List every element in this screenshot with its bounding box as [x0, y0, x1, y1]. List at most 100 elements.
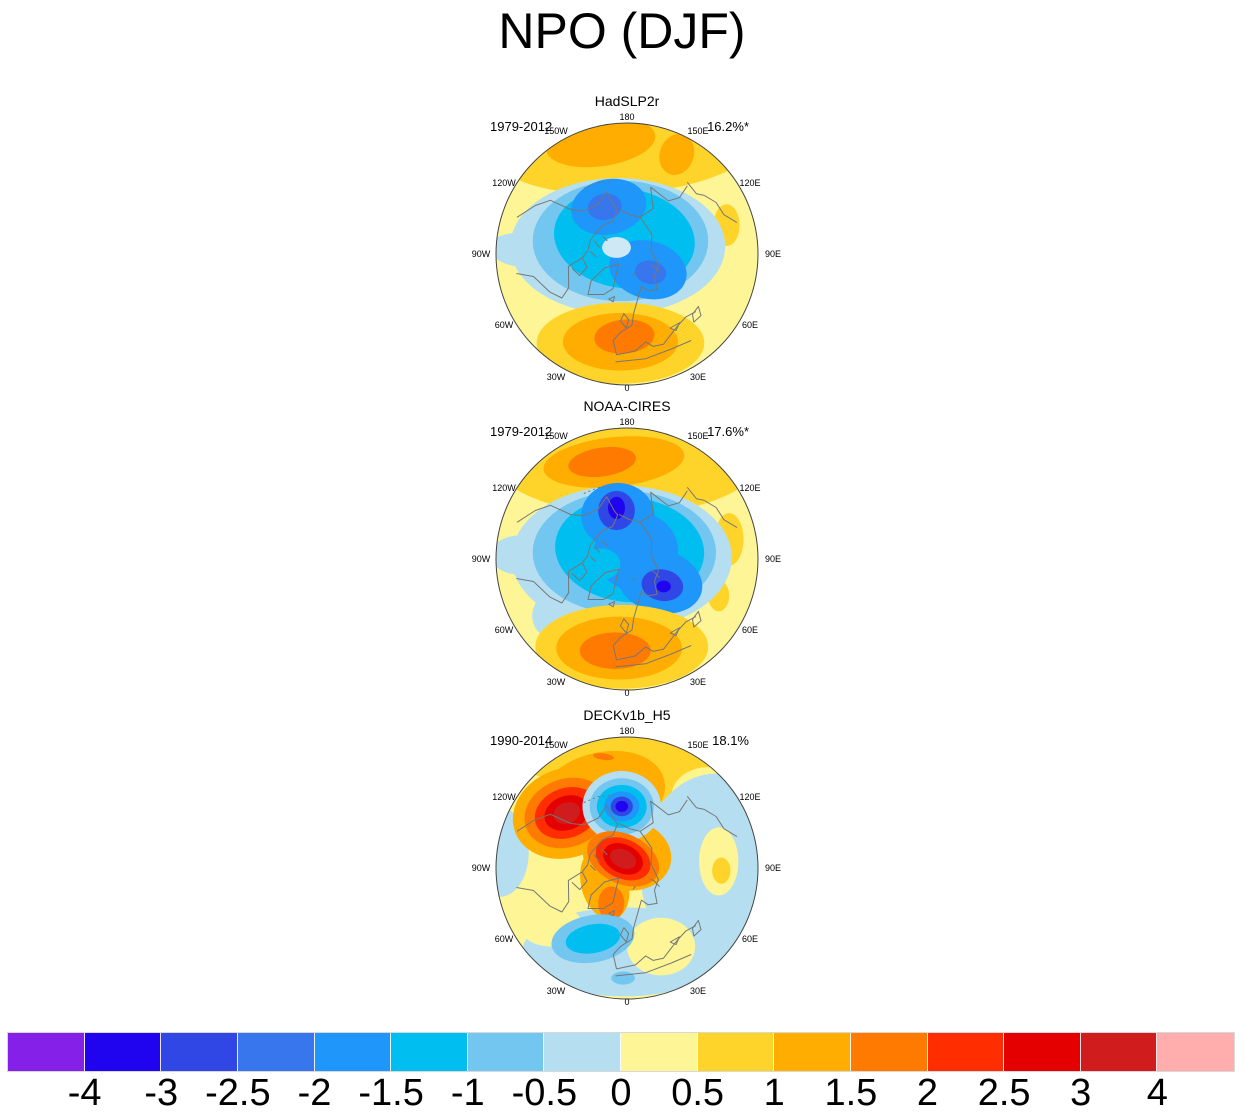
longitude-label: 150W — [544, 431, 568, 441]
colorbar-tick-label: 2 — [916, 1072, 939, 1114]
contour-blob — [579, 632, 651, 670]
longitude-label: 60E — [742, 934, 758, 944]
longitude-label: 30W — [547, 372, 566, 382]
colorbar-tick-label: 4 — [1146, 1072, 1168, 1114]
longitude-label: 60E — [742, 320, 758, 330]
longitude-label: 120E — [739, 483, 760, 493]
contour-blob — [593, 753, 614, 761]
contour-field — [496, 123, 758, 384]
colorbar-segment — [161, 1033, 238, 1071]
coastlines — [516, 180, 738, 363]
contour-field — [496, 428, 758, 689]
longitude-label: 30W — [547, 986, 566, 996]
contour-blob — [659, 133, 695, 175]
map-boundary — [495, 122, 759, 386]
longitude-label: 150W — [544, 126, 568, 136]
colorbar-segment — [314, 1033, 392, 1071]
longitude-label: 90E — [765, 863, 781, 873]
contour-blob — [581, 548, 621, 580]
longitude-label: 120W — [492, 178, 516, 188]
contour-field — [496, 737, 758, 997]
panel-period: 1979-2012 — [490, 424, 553, 439]
longitude-label: 0 — [624, 997, 629, 1007]
longitude-label: 120W — [492, 792, 516, 802]
contour-blob — [587, 193, 622, 221]
contour-blob — [615, 800, 629, 812]
contour-blob — [712, 857, 731, 884]
colorbar-tick-label: 1 — [763, 1072, 785, 1114]
colorbar-tick-label: 1.5 — [824, 1072, 878, 1114]
longitude-label: 60W — [495, 934, 514, 944]
colorbar-tick-label: -0.5 — [511, 1072, 578, 1114]
longitude-label: 90E — [765, 249, 781, 259]
panel-title: HadSLP2r — [594, 93, 660, 109]
colorbar-tick-label: 2.5 — [977, 1072, 1031, 1114]
colorbar-tick-label: -3 — [144, 1072, 179, 1114]
colorbar-segment — [391, 1033, 468, 1071]
panel-title: DECKv1b_H5 — [583, 707, 671, 723]
longitude-label: 180 — [619, 112, 634, 122]
contour-blob — [610, 848, 637, 869]
longitude-label: 150W — [544, 740, 568, 750]
contour-blob — [608, 496, 626, 520]
panel-explained-variance: 18.1% — [712, 733, 749, 748]
longitude-label: 180 — [619, 417, 634, 427]
contour-blob — [565, 923, 621, 954]
colorbar-segment — [850, 1033, 928, 1071]
panel-explained-variance: 17.6%* — [707, 424, 749, 439]
longitude-label: 0 — [624, 383, 629, 393]
longitude-label: 90W — [472, 554, 491, 564]
contour-blob — [568, 447, 636, 478]
colorbar-segment — [1080, 1033, 1158, 1071]
map-panel-hadslp2r: HadSLP2r 1979-2012 16.2%* 180 150E 120E 90E… — [457, 88, 797, 406]
polar-stereographic-map: 180 150E 120E 90E 60E 30E 0 30W 60W 90W 120W 150W — [472, 726, 781, 1007]
colorbar-tick-label: -2 — [297, 1072, 332, 1114]
panel-explained-variance: 16.2%* — [707, 119, 749, 134]
longitude-label: 0 — [624, 688, 629, 698]
longitude-label: 120E — [739, 792, 760, 802]
longitude-label: 150E — [687, 740, 708, 750]
polar-stereographic-map: 180 150E 120E 90E 60E 30E 0 30W 60W 90W 120W 150W — [472, 417, 781, 698]
longitude-label: 30E — [690, 677, 706, 687]
colorbar-tick-label: -2.5 — [205, 1072, 271, 1114]
longitude-label: 90E — [765, 554, 781, 564]
longitude-label: 30E — [690, 372, 706, 382]
longitude-label: 150E — [687, 126, 708, 136]
colorbar — [7, 1032, 1235, 1072]
colorbar-segment — [621, 1033, 698, 1071]
panel-period: 1979-2012 — [490, 119, 553, 134]
map-boundary — [495, 736, 759, 1000]
colorbar-segment — [544, 1033, 621, 1071]
colorbar-tick-label: 0 — [610, 1072, 632, 1114]
contour-blob — [496, 807, 529, 897]
contour-blob — [594, 319, 655, 354]
colorbar-tick-labels: -4 -3 -2.5 -2 -1.5 -1 -0.5 0 0.5 1 1.5 2 2.5 3 4 — [8, 1072, 1234, 1116]
colorbar-segment — [927, 1033, 1005, 1071]
colorbar-segment — [697, 1033, 775, 1071]
colorbar-segment — [237, 1033, 315, 1071]
panel-title: NOAA-CIRES — [583, 398, 671, 414]
longitude-label: 30W — [547, 677, 566, 687]
contour-blob — [611, 971, 635, 985]
colorbar-segment — [1157, 1033, 1234, 1071]
colorbar-segment — [8, 1033, 85, 1071]
colorbar-tick-label: -1 — [450, 1072, 485, 1114]
longitude-label: 90W — [472, 863, 491, 873]
longitude-label: 60W — [495, 625, 514, 635]
coastlines — [516, 485, 738, 668]
colorbar-segment — [774, 1033, 851, 1071]
longitude-label: 30E — [690, 986, 706, 996]
colorbar-tick-label: -4 — [67, 1072, 102, 1114]
colorbar-tick-label: -1.5 — [358, 1072, 424, 1114]
longitude-label: 90W — [472, 249, 491, 259]
colorbar-segment — [467, 1033, 545, 1071]
coastlines — [516, 794, 738, 977]
polar-stereographic-map: 180 150E 120E 90E 60E 30E 0 30W 60W 90W 120W 150W — [472, 112, 781, 393]
longitude-label: 150E — [687, 431, 708, 441]
colorbar-tick-label: 3 — [1070, 1072, 1092, 1114]
map-panel-noaa-cires: NOAA-CIRES 1979-2012 17.6%* 180 150E 120E 9… — [457, 393, 797, 711]
longitude-label: 120E — [739, 178, 760, 188]
longitude-label: 180 — [619, 726, 634, 736]
colorbar-segment — [1004, 1033, 1081, 1071]
longitude-label: 120W — [492, 483, 516, 493]
